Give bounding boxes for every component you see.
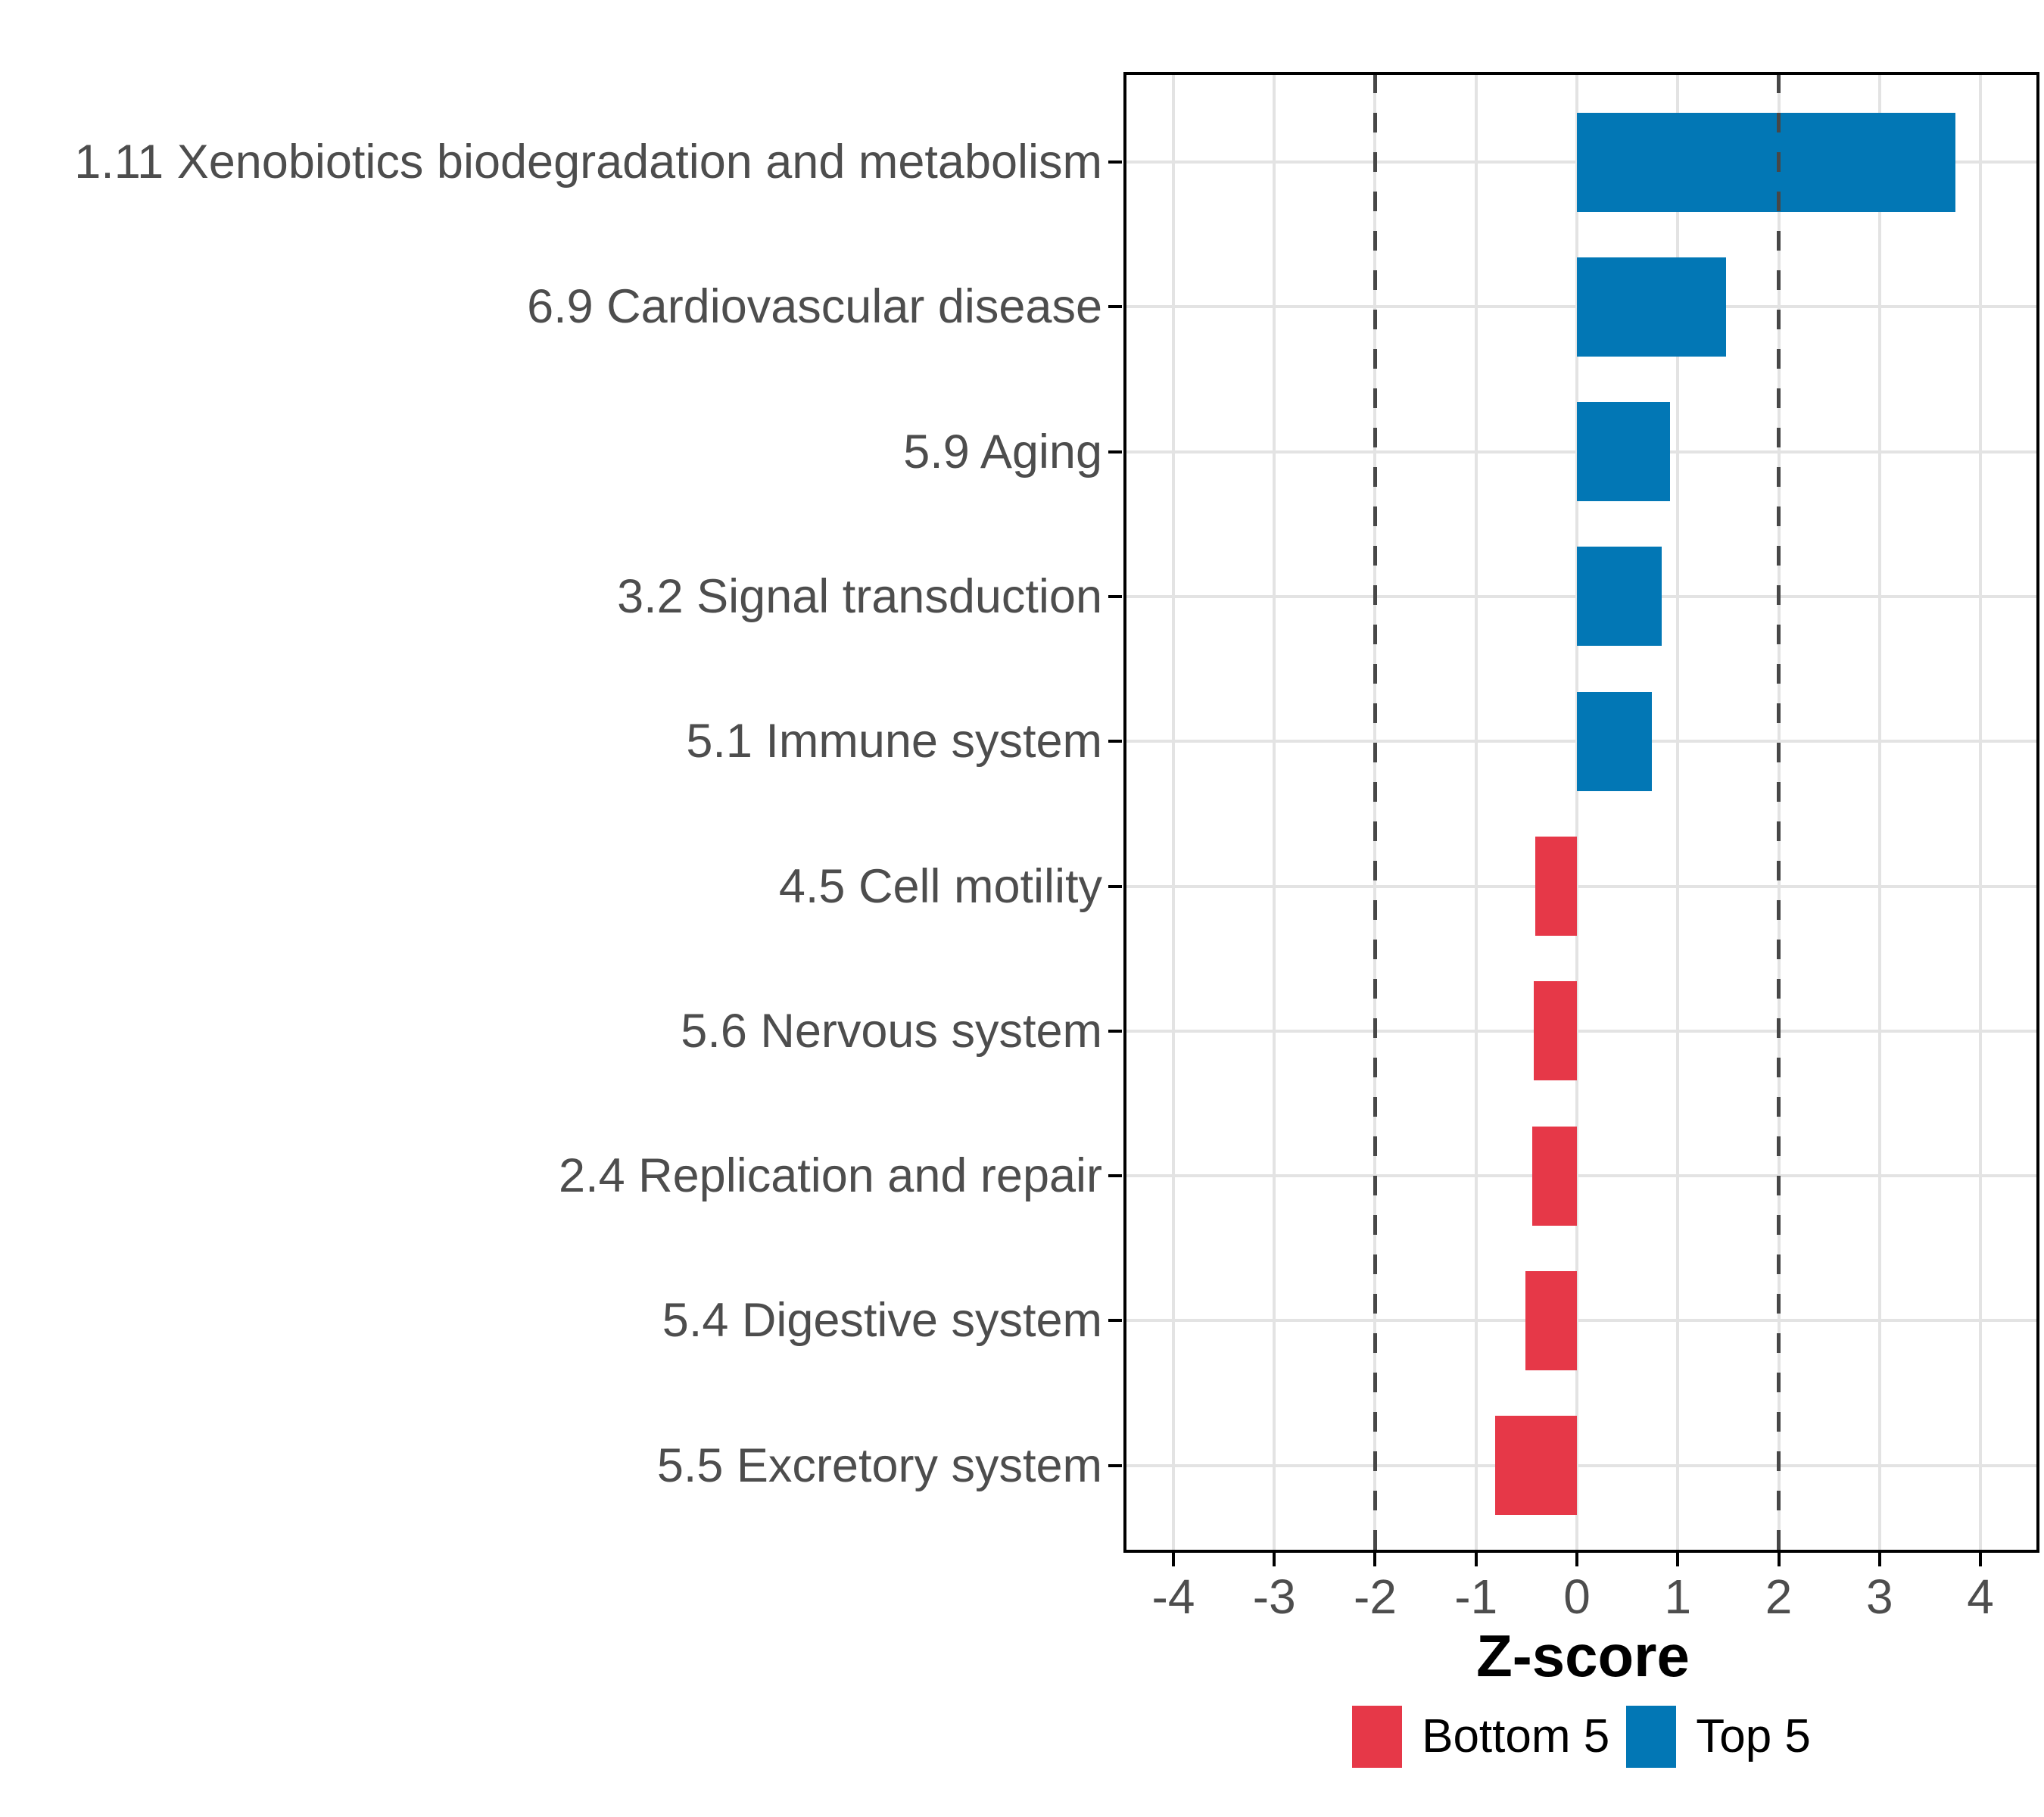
x-axis-tick <box>1777 1553 1781 1566</box>
bar-1-11-xenobiotics-biodegradation-and-metabolism <box>1577 112 1955 212</box>
y-axis-tick <box>1108 1463 1122 1467</box>
x-axis-tick <box>1474 1553 1478 1566</box>
gridline-horizontal <box>1125 1029 2038 1033</box>
x-tick-label: -1 <box>1454 1569 1498 1624</box>
gridline-vertical <box>1171 73 1175 1551</box>
bar-4-5-cell-motility <box>1535 837 1577 936</box>
x-axis-tick <box>1373 1553 1377 1566</box>
y-axis-label: 5.1 Immune system <box>686 715 1102 768</box>
y-axis-tick <box>1108 450 1122 453</box>
y-axis-label: 2.4 Replication and repair <box>559 1149 1102 1203</box>
x-tick-label: -2 <box>1354 1569 1397 1624</box>
y-axis-label: 5.4 Digestive system <box>662 1294 1102 1348</box>
x-tick-label: 0 <box>1563 1569 1591 1624</box>
plot-panel <box>1125 73 2038 1551</box>
x-axis-title: Z-score <box>1476 1622 1690 1689</box>
gridline-horizontal <box>1125 884 2038 888</box>
x-axis-tick <box>1979 1553 1983 1566</box>
y-axis-label: 3.2 Signal transduction <box>617 569 1102 623</box>
bar-6-9-cardiovascular-disease <box>1577 257 1727 357</box>
legend: Bottom 5 Top 5 <box>1125 1705 2038 1769</box>
x-axis-tick <box>1877 1553 1881 1566</box>
reference-line-2 <box>1777 73 1781 1551</box>
y-axis-tick <box>1108 594 1122 598</box>
bar-3-2-signal-transduction <box>1577 547 1662 647</box>
gridline-vertical <box>1273 73 1276 1551</box>
y-axis-label: 5.9 Aging <box>903 425 1102 478</box>
bar-5-4-digestive-system <box>1525 1270 1577 1370</box>
y-axis-tick <box>1108 740 1122 743</box>
reference-line--2 <box>1373 73 1377 1551</box>
y-axis-tick <box>1108 1174 1122 1178</box>
legend-swatch-top5 <box>1626 1706 1677 1768</box>
gridline-vertical <box>1877 73 1881 1551</box>
y-axis-tick <box>1108 884 1122 888</box>
legend-swatch-bottom5 <box>1352 1706 1403 1768</box>
gridline-horizontal <box>1125 1174 2038 1178</box>
x-axis-tick <box>1676 1553 1680 1566</box>
gridline-horizontal <box>1125 1463 2038 1467</box>
x-tick-label: 4 <box>1967 1569 1994 1624</box>
y-axis-label: 5.6 Nervous system <box>681 1004 1102 1058</box>
gridline-horizontal <box>1125 1319 2038 1323</box>
x-axis-tick <box>1171 1553 1175 1566</box>
legend-label-bottom5: Bottom 5 <box>1422 1710 1610 1762</box>
legend-item-top5: Top 5 <box>1626 1706 1811 1768</box>
x-tick-label: 3 <box>1865 1569 1893 1624</box>
gridline-vertical <box>1676 73 1680 1551</box>
y-axis-tick <box>1108 161 1122 164</box>
bar-2-4-replication-and-repair <box>1532 1126 1577 1226</box>
y-axis-tick <box>1108 305 1122 309</box>
y-axis-tick <box>1108 1319 1122 1323</box>
gridline-vertical <box>1575 73 1578 1551</box>
bar-5-6-nervous-system <box>1533 981 1577 1081</box>
y-axis-label: 1.11 Xenobiotics biodegradation and meta… <box>74 135 1102 189</box>
bar-5-9-aging <box>1577 402 1670 502</box>
x-tick-label: -4 <box>1151 1569 1195 1624</box>
bar-5-5-excretory-system <box>1495 1416 1577 1516</box>
gridline-vertical <box>1474 73 1478 1551</box>
legend-label-top5: Top 5 <box>1696 1710 1811 1762</box>
legend-item-bottom5: Bottom 5 <box>1352 1706 1609 1768</box>
gridline-vertical <box>1979 73 1983 1551</box>
x-tick-label: 1 <box>1664 1569 1692 1624</box>
y-axis-label: 4.5 Cell motility <box>778 859 1102 913</box>
x-tick-label: -3 <box>1252 1569 1296 1624</box>
x-tick-label: 2 <box>1765 1569 1793 1624</box>
bar-5-1-immune-system <box>1577 691 1652 791</box>
y-axis-label: 5.5 Excretory system <box>656 1438 1102 1492</box>
x-axis-tick <box>1575 1553 1578 1566</box>
x-axis-tick <box>1273 1553 1276 1566</box>
y-axis-label: 6.9 Cardiovascular disease <box>527 280 1102 334</box>
y-axis-tick <box>1108 1029 1122 1033</box>
